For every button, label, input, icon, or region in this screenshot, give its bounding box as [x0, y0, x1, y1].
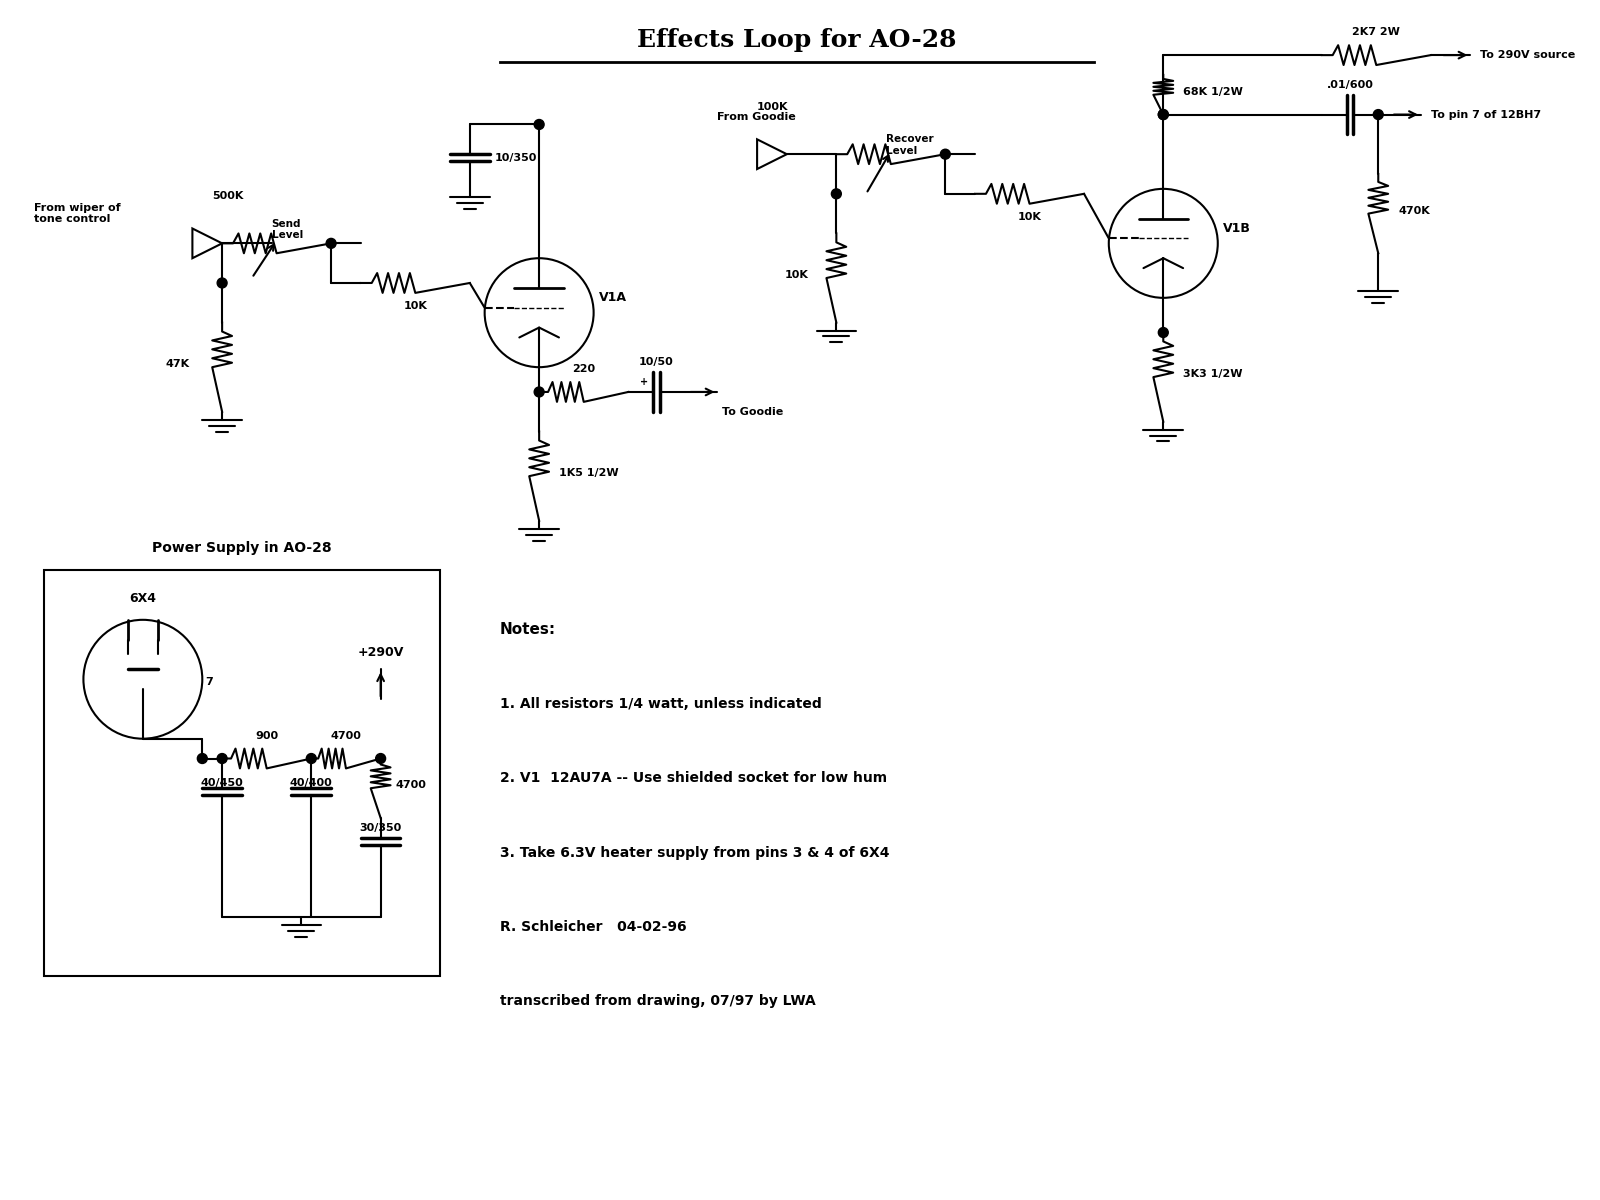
Text: 3. Take 6.3V heater supply from pins 3 & 4 of 6X4: 3. Take 6.3V heater supply from pins 3 &… [499, 846, 890, 859]
Text: Recover
Level: Recover Level [886, 134, 933, 156]
Text: Effects Loop for AO-28: Effects Loop for AO-28 [637, 29, 957, 53]
Text: R. Schleicher   04-02-96: R. Schleicher 04-02-96 [499, 920, 686, 934]
Circle shape [197, 754, 208, 763]
Text: 40/400: 40/400 [290, 779, 333, 788]
Text: 6X4: 6X4 [130, 592, 157, 605]
Text: 68K 1/2W: 68K 1/2W [1182, 86, 1243, 97]
Text: V1A: V1A [598, 292, 627, 305]
Text: 100K: 100K [757, 102, 789, 112]
Text: 30/350: 30/350 [360, 823, 402, 833]
Text: To pin 7 of 12BH7: To pin 7 of 12BH7 [1430, 109, 1541, 120]
Text: To 290V source: To 290V source [1480, 50, 1576, 60]
Text: transcribed from drawing, 07/97 by LWA: transcribed from drawing, 07/97 by LWA [499, 995, 816, 1008]
Text: 10K: 10K [1018, 211, 1042, 222]
Text: 47K: 47K [165, 359, 190, 370]
Text: 1. All resistors 1/4 watt, unless indicated: 1. All resistors 1/4 watt, unless indica… [499, 697, 821, 712]
Text: 900: 900 [254, 731, 278, 740]
Text: .01/600: .01/600 [1326, 79, 1373, 90]
Text: Power Supply in AO-28: Power Supply in AO-28 [152, 541, 331, 556]
Text: To Goodie: To Goodie [723, 407, 784, 416]
Text: 3K3 1/2W: 3K3 1/2W [1182, 370, 1243, 379]
Text: 10/350: 10/350 [494, 152, 538, 163]
Text: 4700: 4700 [395, 780, 426, 791]
Circle shape [306, 754, 317, 763]
Text: 10K: 10K [403, 301, 427, 311]
Circle shape [218, 278, 227, 288]
Text: 2. V1  12AU7A -- Use shielded socket for low hum: 2. V1 12AU7A -- Use shielded socket for … [499, 772, 886, 785]
Text: 2K7 2W: 2K7 2W [1352, 28, 1400, 37]
Text: +: + [640, 377, 648, 386]
Text: 470K: 470K [1398, 205, 1430, 216]
Text: Send
Level: Send Level [272, 218, 302, 240]
Text: From wiper of
tone control: From wiper of tone control [34, 203, 120, 224]
Circle shape [1158, 109, 1168, 120]
Circle shape [832, 188, 842, 199]
Text: 220: 220 [573, 364, 595, 374]
Text: 10/50: 10/50 [638, 358, 674, 367]
Circle shape [326, 239, 336, 248]
Circle shape [534, 120, 544, 130]
Circle shape [534, 386, 544, 397]
Text: 500K: 500K [213, 191, 243, 200]
Bar [43, 570, 440, 977]
Text: 4700: 4700 [331, 731, 362, 740]
Circle shape [1373, 109, 1384, 120]
Circle shape [218, 754, 227, 763]
Circle shape [1158, 109, 1168, 120]
Text: 7: 7 [205, 677, 213, 688]
Text: Notes:: Notes: [499, 623, 555, 637]
Text: V1B: V1B [1222, 222, 1251, 235]
Text: 1K5 1/2W: 1K5 1/2W [558, 468, 619, 478]
Circle shape [376, 754, 386, 763]
Circle shape [1158, 328, 1168, 337]
Circle shape [941, 149, 950, 160]
Text: 10K: 10K [784, 270, 808, 280]
Text: From Goodie: From Goodie [717, 112, 797, 121]
Text: 40/450: 40/450 [200, 779, 243, 788]
Text: +290V: +290V [357, 647, 403, 660]
